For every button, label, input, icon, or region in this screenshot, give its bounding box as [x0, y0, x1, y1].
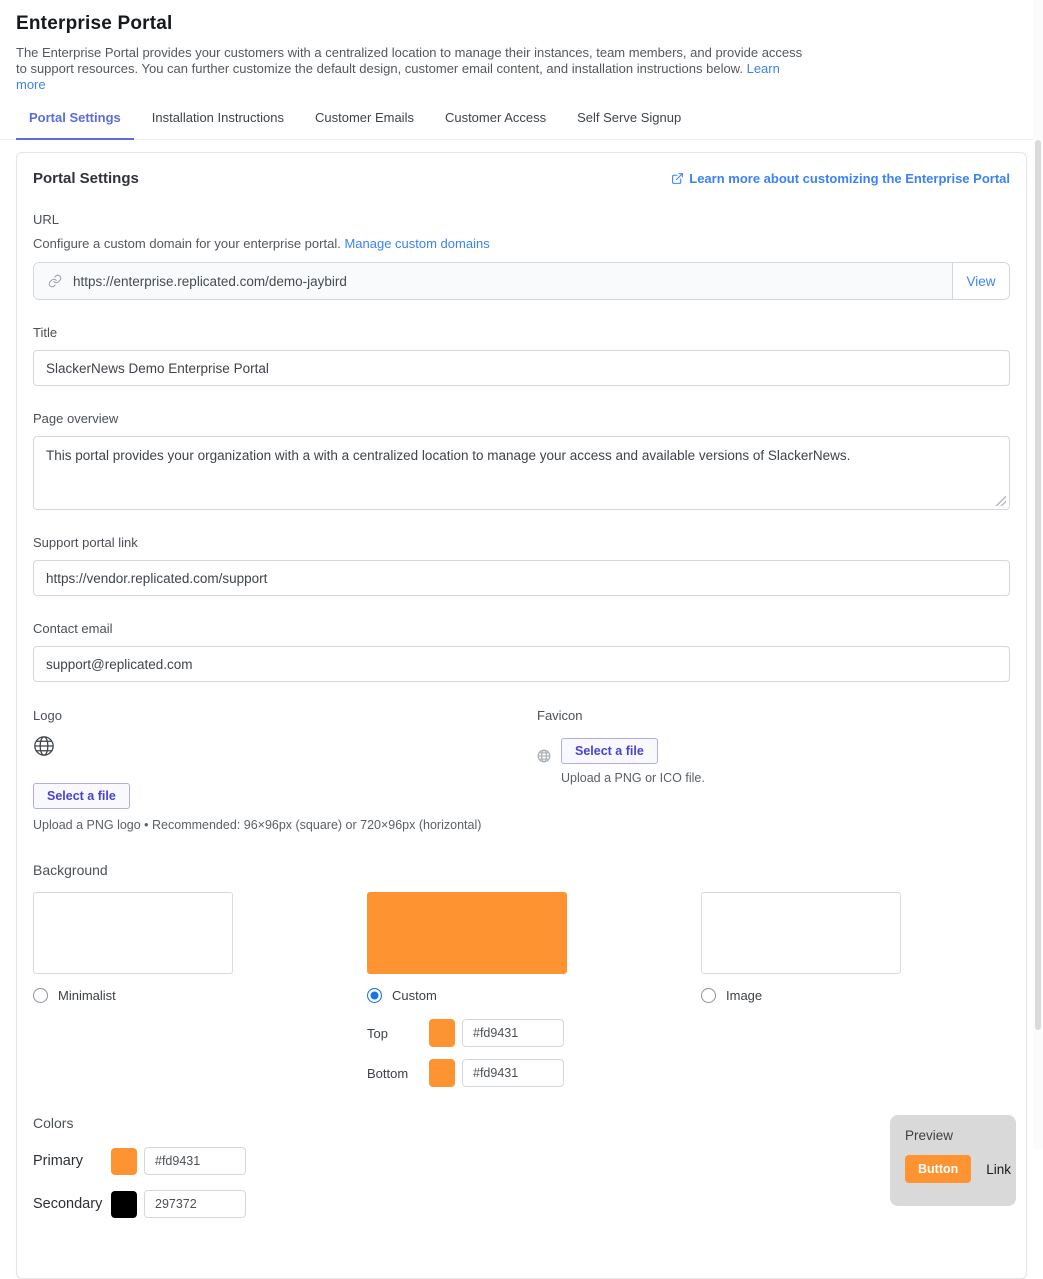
bottom-color-label: Bottom: [367, 1065, 409, 1081]
customize-portal-link[interactable]: Learn more about customizing the Enterpr…: [671, 171, 1010, 186]
favicon-section: Favicon Select a file Upload a PNG or IC…: [537, 683, 705, 832]
favicon-globe-icon: [537, 749, 551, 763]
tab-bar: Portal Settings Installation Instruction…: [0, 110, 1043, 140]
contact-email-input[interactable]: [33, 646, 1010, 682]
bottom-hex-input[interactable]: [462, 1059, 564, 1087]
manage-custom-domains-link[interactable]: Manage custom domains: [344, 236, 490, 251]
scrollbar-thumb[interactable]: [1035, 140, 1041, 1030]
logo-label: Logo: [33, 708, 62, 723]
image-radio[interactable]: [701, 988, 716, 1003]
page-scrollbar[interactable]: [1033, 0, 1043, 1149]
image-preview-box[interactable]: [701, 892, 901, 974]
logo-section: Logo Select a file Upload a PNG logo • R…: [33, 683, 537, 832]
minimalist-radio-row[interactable]: Minimalist: [33, 988, 233, 1003]
page-overview-label: Page overview: [33, 411, 119, 426]
support-portal-field: Support portal link: [33, 535, 1010, 596]
top-hex-input[interactable]: [462, 1019, 564, 1047]
logo-globe-icon: [33, 735, 55, 757]
title-input[interactable]: [33, 350, 1010, 386]
link-icon: [48, 274, 62, 288]
card-title: Portal Settings: [33, 170, 139, 187]
top-color-row: Top: [367, 1019, 567, 1047]
custom-radio-label: Custom: [392, 988, 437, 1003]
page-description-text: The Enterprise Portal provides your cust…: [16, 45, 803, 76]
background-option-image: Image: [701, 892, 901, 1003]
favicon-label: Favicon: [537, 708, 583, 723]
secondary-hex-input[interactable]: [144, 1190, 246, 1218]
page-overview-textarea[interactable]: This portal provides your organization w…: [33, 436, 1010, 510]
preview-link[interactable]: Link: [986, 1161, 1012, 1177]
learn-more-link[interactable]: Learn more: [16, 61, 780, 92]
colors-main: Colors Primary Secondary: [33, 1115, 246, 1218]
favicon-row: Select a file Upload a PNG or ICO file.: [537, 738, 705, 785]
logo-select-file-button[interactable]: Select a file: [33, 783, 130, 809]
title-label: Title: [33, 325, 58, 340]
favicon-select-file-button[interactable]: Select a file: [561, 738, 658, 764]
title-field: Title: [33, 325, 1010, 386]
top-color-swatch[interactable]: [429, 1019, 455, 1047]
preview-title: Preview: [905, 1128, 954, 1143]
page-overview-field: Page overview This portal provides your …: [33, 411, 1010, 510]
tab-self-serve-signup[interactable]: Self Serve Signup: [577, 110, 682, 125]
colors-label: Colors: [33, 1115, 74, 1131]
primary-hex-input[interactable]: [144, 1147, 246, 1175]
secondary-color-swatch[interactable]: [111, 1190, 137, 1218]
url-label: URL: [33, 212, 60, 227]
image-radio-row[interactable]: Image: [701, 988, 901, 1003]
primary-label: Primary: [33, 1153, 83, 1169]
background-options: Minimalist Custom Top Bottom: [33, 892, 1010, 1087]
primary-color-swatch[interactable]: [111, 1147, 137, 1175]
tab-customer-access[interactable]: Customer Access: [444, 110, 547, 125]
colors-section: Colors Primary Secondary Preview Button …: [33, 1115, 1016, 1218]
support-portal-input[interactable]: [33, 560, 1010, 596]
secondary-color-row: Secondary: [33, 1190, 246, 1218]
url-help-text: Configure a custom domain for your enter…: [33, 236, 341, 251]
background-option-minimalist: Minimalist: [33, 892, 233, 1003]
support-portal-label: Support portal link: [33, 535, 138, 550]
card-header: Portal Settings Learn more about customi…: [33, 170, 1010, 187]
background-section-label: Background: [33, 862, 108, 878]
secondary-label: Secondary: [33, 1196, 103, 1212]
url-help: Configure a custom domain for your enter…: [33, 236, 1010, 251]
page-header: Enterprise Portal The Enterprise Portal …: [0, 0, 1043, 93]
minimalist-radio[interactable]: [33, 988, 48, 1003]
custom-radio-row[interactable]: Custom: [367, 988, 567, 1003]
portal-settings-card: Portal Settings Learn more about customi…: [16, 152, 1027, 1279]
customize-portal-link-label: Learn more about customizing the Enterpr…: [689, 171, 1010, 186]
favicon-upload-block: Select a file Upload a PNG or ICO file.: [561, 738, 705, 785]
view-button[interactable]: View: [952, 263, 1009, 299]
preview-panel: Preview Button Link: [890, 1115, 1016, 1206]
top-color-label: Top: [367, 1025, 388, 1041]
resize-handle[interactable]: [996, 496, 1006, 506]
logo-upload-hint: Upload a PNG logo • Recommended: 96×96px…: [33, 818, 482, 832]
contact-email-label: Contact email: [33, 621, 113, 636]
minimalist-radio-label: Minimalist: [58, 988, 116, 1003]
preview-button[interactable]: Button: [905, 1155, 972, 1183]
contact-email-field: Contact email: [33, 621, 1010, 682]
custom-preview-box[interactable]: [367, 892, 567, 974]
background-option-custom: Custom Top Bottom: [367, 892, 567, 1087]
minimalist-preview-box[interactable]: [33, 892, 233, 974]
page-title: Enterprise Portal: [16, 13, 173, 34]
image-radio-label: Image: [726, 988, 763, 1003]
portal-url-value: https://enterprise.replicated.com/demo-j…: [73, 273, 347, 289]
tab-portal-settings[interactable]: Portal Settings: [16, 110, 134, 140]
preview-row: Button Link: [905, 1155, 1011, 1183]
logo-favicon-row: Logo Select a file Upload a PNG logo • R…: [33, 683, 1010, 832]
favicon-upload-hint: Upload a PNG or ICO file.: [561, 771, 705, 785]
portal-url-box[interactable]: https://enterprise.replicated.com/demo-j…: [34, 263, 952, 299]
page-overview-wrap: This portal provides your organization w…: [33, 436, 1010, 510]
bottom-color-row: Bottom: [367, 1059, 567, 1087]
tab-installation-instructions[interactable]: Installation Instructions: [151, 110, 284, 125]
custom-radio[interactable]: [367, 988, 382, 1003]
url-field: URL Configure a custom domain for your e…: [33, 212, 1010, 300]
bottom-color-swatch[interactable]: [429, 1059, 455, 1087]
tab-customer-emails[interactable]: Customer Emails: [314, 110, 414, 125]
external-link-icon: [671, 172, 684, 185]
url-input-group: https://enterprise.replicated.com/demo-j…: [33, 262, 1010, 300]
primary-color-row: Primary: [33, 1147, 246, 1175]
page-description: The Enterprise Portal provides your cust…: [16, 45, 806, 93]
